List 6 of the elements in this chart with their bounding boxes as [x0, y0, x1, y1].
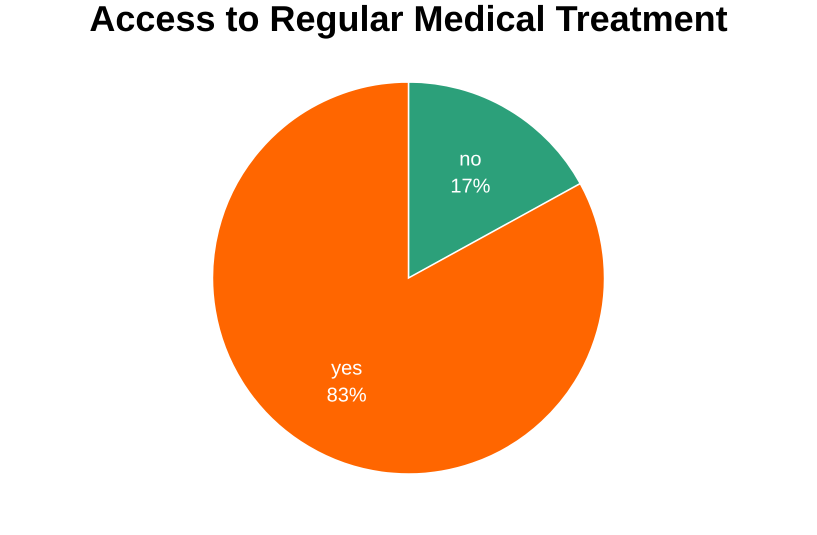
pie-slice	[212, 81, 606, 475]
slice-label: no	[459, 148, 482, 170]
data-label: 17%	[450, 175, 491, 198]
slice-label: yes	[331, 358, 362, 380]
data-label: 83%	[326, 384, 367, 407]
chart-title: Access to Regular Medical Treatment	[89, 0, 728, 39]
